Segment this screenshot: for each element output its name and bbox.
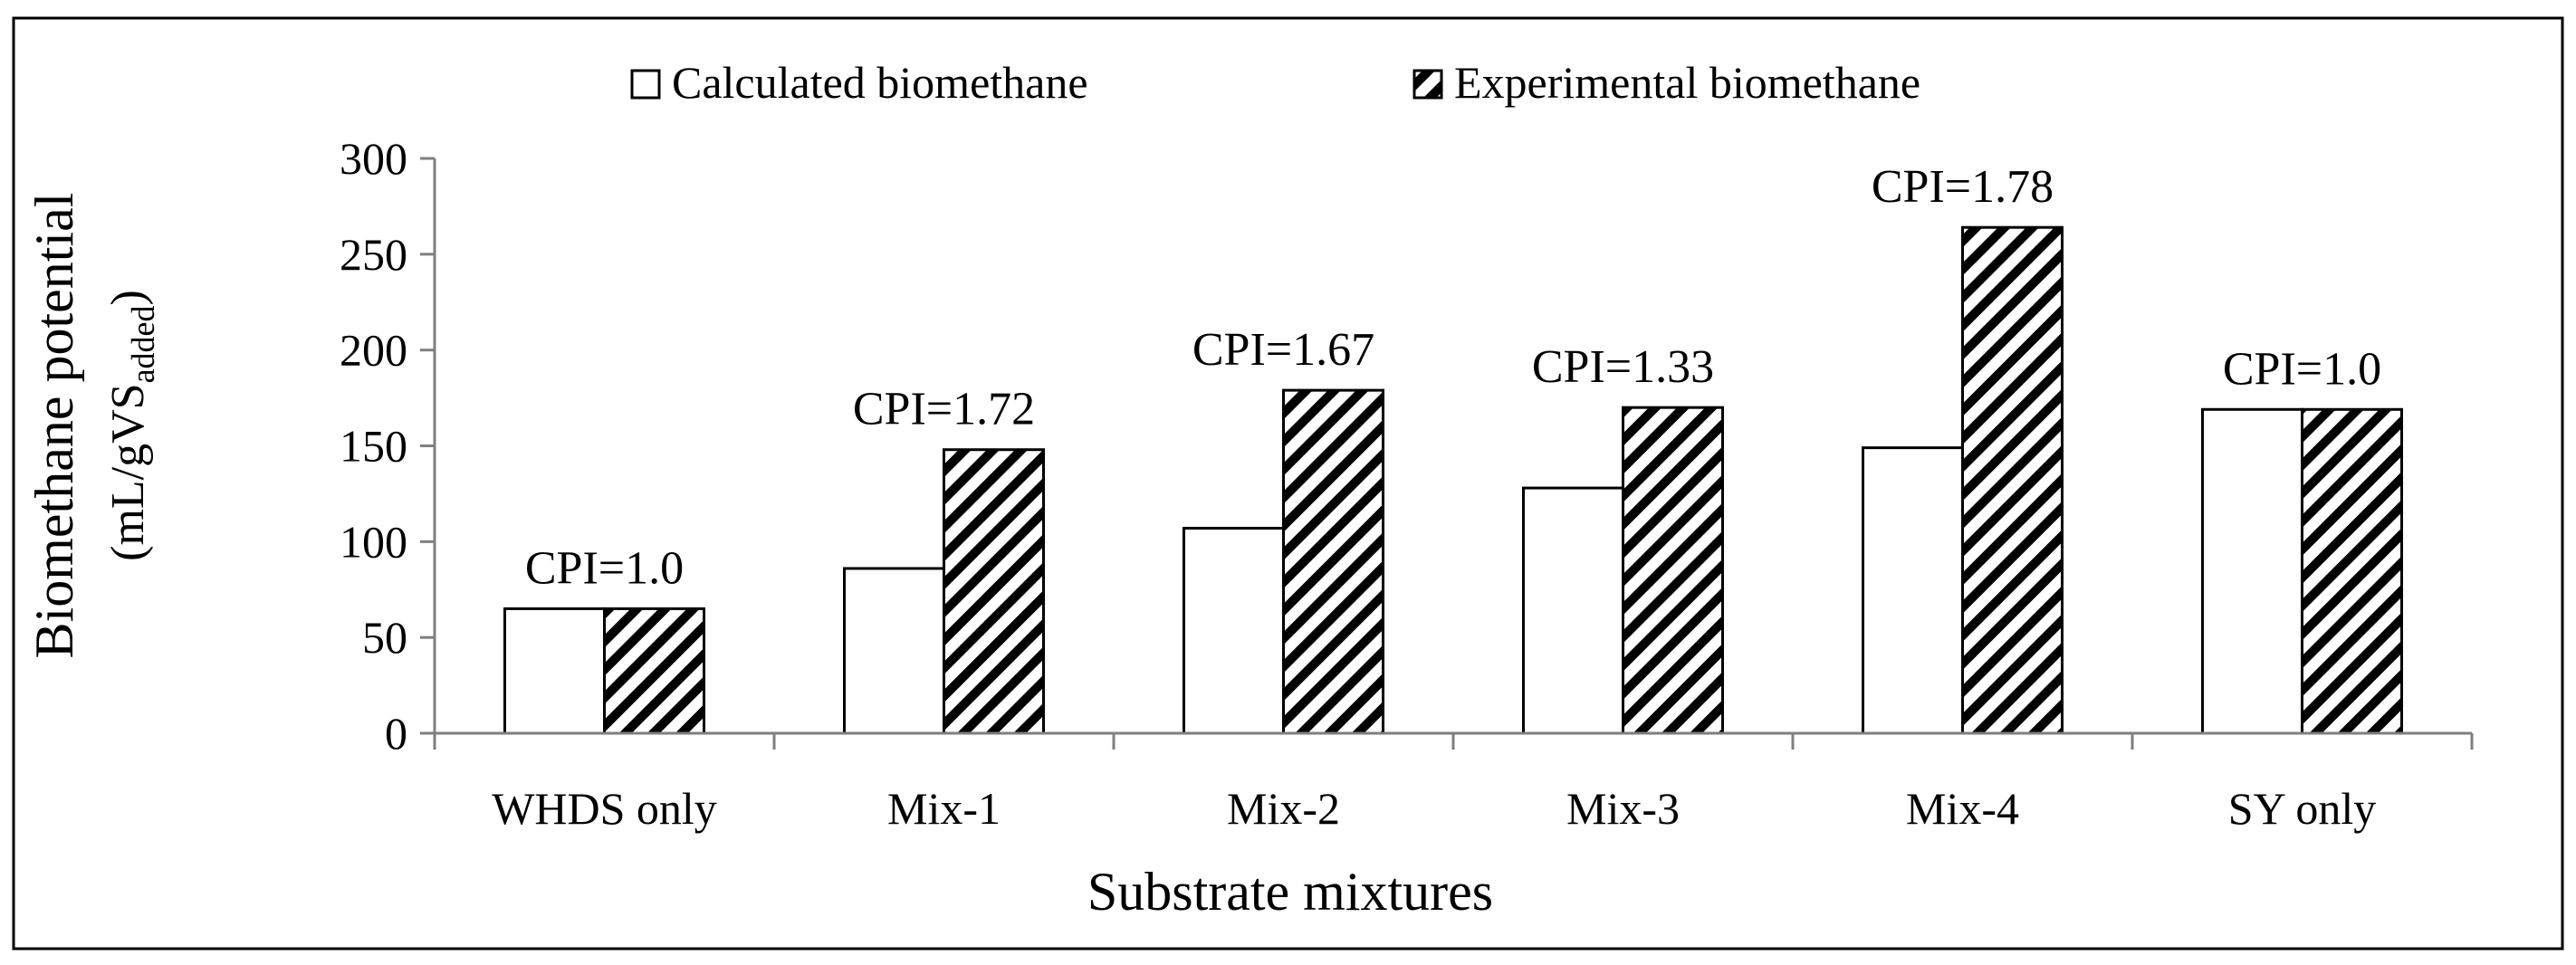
bar-calculated <box>2201 407 2303 735</box>
y-axis-title-line2: (mL/gVSadded) <box>102 290 161 561</box>
y-tick-label: 300 <box>340 133 407 184</box>
legend-swatch-calculated <box>630 69 661 100</box>
legend-label-calculated: Calculated biomethane <box>672 57 1088 108</box>
legend: Calculated biomethane Experimental biome… <box>630 57 1920 108</box>
bar-experimental <box>943 448 1045 735</box>
y-axis-title-line1: Biomethane potential <box>24 193 84 659</box>
y-axis-title-unit: (mL/gVS <box>102 383 154 560</box>
x-tick-label: Mix-4 <box>1906 783 2019 834</box>
cpi-annotation: CPI=1.67 <box>1192 324 1374 376</box>
cpi-annotation: CPI=1.78 <box>1872 161 2054 213</box>
cpi-annotation: CPI=1.0 <box>2223 343 2381 395</box>
y-tick-label: 100 <box>340 516 407 567</box>
bar-calculated <box>503 607 606 735</box>
legend-label-experimental: Experimental biomethane <box>1454 57 1920 108</box>
bar-experimental <box>1282 388 1384 735</box>
bar-calculated <box>843 567 945 735</box>
cpi-annotation: CPI=1.33 <box>1532 341 1714 393</box>
x-tick-label: SY only <box>2228 783 2376 834</box>
cpi-annotation: CPI=1.72 <box>853 384 1035 435</box>
bar-calculated <box>1183 527 1285 735</box>
bar-experimental <box>1622 406 1724 735</box>
y-tick-label: 200 <box>340 325 407 376</box>
bar-calculated <box>1522 486 1624 735</box>
x-tick-label: Mix-1 <box>887 783 1001 834</box>
legend-swatch-experimental <box>1412 69 1443 100</box>
y-tick-label: 50 <box>362 612 407 663</box>
bar-experimental <box>603 607 705 735</box>
bar-calculated <box>1862 446 1964 735</box>
x-axis-title: Substrate mixtures <box>1087 862 1493 922</box>
y-axis-title-subscript: added <box>125 305 161 383</box>
bar-experimental <box>1961 225 2064 735</box>
x-tick-label: Mix-3 <box>1566 783 1680 834</box>
y-tick-label: 150 <box>340 421 407 472</box>
x-tick-label: WHDS only <box>492 783 717 834</box>
bar-experimental <box>2301 407 2403 735</box>
y-tick-label: 0 <box>385 708 407 759</box>
y-tick-label: 250 <box>340 229 407 280</box>
x-tick-label: Mix-2 <box>1227 783 1340 834</box>
cpi-annotation: CPI=1.0 <box>525 542 684 594</box>
y-axis-title-close: ) <box>102 290 154 305</box>
